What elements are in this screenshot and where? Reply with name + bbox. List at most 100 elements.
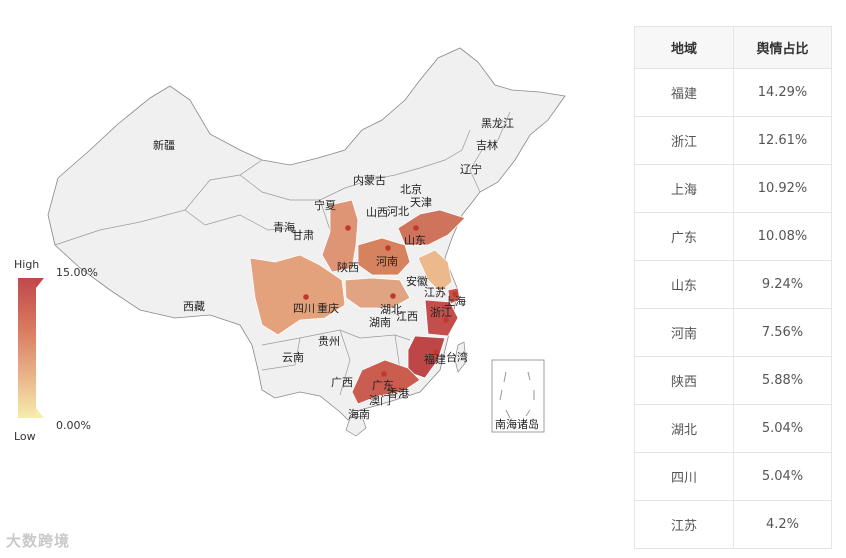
cell-share: 9.24% bbox=[733, 260, 832, 309]
legend-high-handle[interactable] bbox=[36, 278, 44, 288]
cell-region: 福建 bbox=[634, 68, 734, 117]
legend-low-handle[interactable] bbox=[36, 408, 44, 418]
label-shanghai: 上海 bbox=[444, 295, 466, 308]
label-shanxi: 山西 bbox=[366, 206, 388, 219]
label-anhui: 安徽 bbox=[406, 275, 428, 288]
cell-region: 上海 bbox=[634, 164, 734, 213]
cell-region: 浙江 bbox=[634, 116, 734, 165]
label-ningxia: 宁夏 bbox=[314, 199, 336, 212]
label-hubei: 湖北 bbox=[380, 303, 402, 316]
legend-low-value: 0.00% bbox=[56, 419, 91, 432]
label-guangxi: 广西 bbox=[331, 376, 353, 389]
header-share: 舆情占比 bbox=[733, 26, 832, 69]
table-row: 广东 10.08% bbox=[634, 212, 832, 261]
label-xizang: 西藏 bbox=[183, 300, 205, 313]
label-beijing: 北京 bbox=[400, 183, 422, 196]
label-tianjin: 天津 bbox=[410, 196, 432, 209]
cell-region: 山东 bbox=[634, 260, 734, 309]
table-row: 河南 7.56% bbox=[634, 308, 832, 357]
table-row: 福建 14.29% bbox=[634, 68, 832, 117]
cell-region: 四川 bbox=[634, 452, 734, 501]
marker-fujian bbox=[433, 349, 439, 355]
region-share-table: 地域 舆情占比 福建 14.29% 浙江 12.61% 上海 10.92% 广东… bbox=[634, 26, 832, 549]
label-macau: 澳门 bbox=[369, 394, 391, 407]
marker-shanghai bbox=[452, 291, 458, 297]
region-guangdong bbox=[351, 359, 421, 405]
label-sichuan: 四川 bbox=[293, 302, 315, 315]
label-heilongjiang: 黑龙江 bbox=[481, 117, 514, 130]
label-jiangxi: 江西 bbox=[396, 310, 418, 323]
marker-shandong bbox=[413, 225, 419, 231]
table-row: 四川 5.04% bbox=[634, 452, 832, 501]
label-hebei: 河北 bbox=[387, 205, 409, 218]
label-qinghai: 青海 bbox=[273, 221, 295, 234]
region-shandong bbox=[397, 209, 466, 246]
table-row: 山东 9.24% bbox=[634, 260, 832, 309]
cell-share: 5.88% bbox=[733, 356, 832, 405]
label-yunnan: 云南 bbox=[282, 351, 304, 364]
legend-high-label: High bbox=[14, 258, 40, 271]
legend-low-label: Low bbox=[14, 430, 36, 443]
header-region: 地域 bbox=[634, 26, 734, 69]
cell-region: 江苏 bbox=[634, 500, 734, 549]
legend-gradient-bar[interactable] bbox=[18, 278, 36, 418]
label-gansu: 甘肃 bbox=[292, 229, 314, 242]
label-hunan: 湖南 bbox=[369, 316, 391, 329]
capital-markers bbox=[303, 225, 458, 377]
marker-shaanxi bbox=[345, 225, 351, 231]
watermark-logo: 大数跨境 bbox=[6, 532, 71, 550]
region-fujian bbox=[407, 335, 446, 379]
label-jilin: 吉林 bbox=[476, 139, 498, 152]
province-borders bbox=[54, 111, 511, 396]
marker-henan bbox=[385, 245, 391, 251]
highlighted-provinces bbox=[249, 199, 466, 405]
table-row: 上海 10.92% bbox=[634, 164, 832, 213]
china-map bbox=[47, 47, 566, 437]
label-shaanxi: 陕西 bbox=[337, 261, 359, 274]
marker-guangdong bbox=[381, 371, 387, 377]
cell-region: 湖北 bbox=[634, 404, 734, 453]
region-hainan bbox=[345, 415, 367, 437]
region-henan bbox=[357, 237, 411, 276]
cell-share: 10.08% bbox=[733, 212, 832, 261]
label-taiwan: 台湾 bbox=[446, 351, 468, 364]
label-henan: 河南 bbox=[376, 255, 398, 268]
region-shaanxi bbox=[321, 199, 359, 273]
cell-share: 5.04% bbox=[733, 404, 832, 453]
region-sichuan bbox=[249, 254, 346, 336]
cell-share: 5.04% bbox=[733, 452, 832, 501]
cell-share: 7.56% bbox=[733, 308, 832, 357]
cell-share: 4.2% bbox=[733, 500, 832, 549]
table-row: 浙江 12.61% bbox=[634, 116, 832, 165]
label-xinjiang: 新疆 bbox=[153, 139, 175, 152]
legend-high-value: 15.00% bbox=[56, 266, 98, 279]
cell-region: 河南 bbox=[634, 308, 734, 357]
table-header-row: 地域 舆情占比 bbox=[634, 26, 832, 69]
label-jiangsu: 江苏 bbox=[424, 286, 446, 299]
color-legend: High 15.00% 0.00% Low bbox=[8, 256, 128, 446]
marker-sichuan bbox=[303, 294, 309, 300]
cell-region: 陕西 bbox=[634, 356, 734, 405]
cell-region: 广东 bbox=[634, 212, 734, 261]
table-row: 陕西 5.88% bbox=[634, 356, 832, 405]
label-liaoning: 辽宁 bbox=[460, 163, 482, 176]
region-zhejiang bbox=[424, 299, 459, 337]
table-row: 湖北 5.04% bbox=[634, 404, 832, 453]
region-taiwan bbox=[454, 341, 467, 373]
label-neimenggu: 内蒙古 bbox=[353, 174, 386, 187]
marker-hubei bbox=[390, 293, 396, 299]
region-jiangsu bbox=[417, 249, 453, 293]
label-shandong: 山东 bbox=[404, 234, 426, 247]
label-guizhou: 贵州 bbox=[318, 335, 340, 348]
nanhai-dashes bbox=[499, 371, 535, 419]
label-chongqing: 重庆 bbox=[317, 302, 339, 315]
cell-share: 10.92% bbox=[733, 164, 832, 213]
label-guangdong: 广东 bbox=[372, 379, 394, 392]
cell-share: 14.29% bbox=[733, 68, 832, 117]
label-zhejiang: 浙江 bbox=[430, 306, 452, 319]
label-fujian: 福建 bbox=[424, 353, 446, 366]
label-hainan: 海南 bbox=[348, 408, 370, 421]
region-hubei bbox=[344, 277, 411, 309]
cell-share: 12.61% bbox=[733, 116, 832, 165]
china-map-panel: 新疆 西藏 青海 甘肃 内蒙古 黑龙江 吉林 辽宁 北京 天津 河北 山西 宁夏… bbox=[6, 47, 566, 550]
